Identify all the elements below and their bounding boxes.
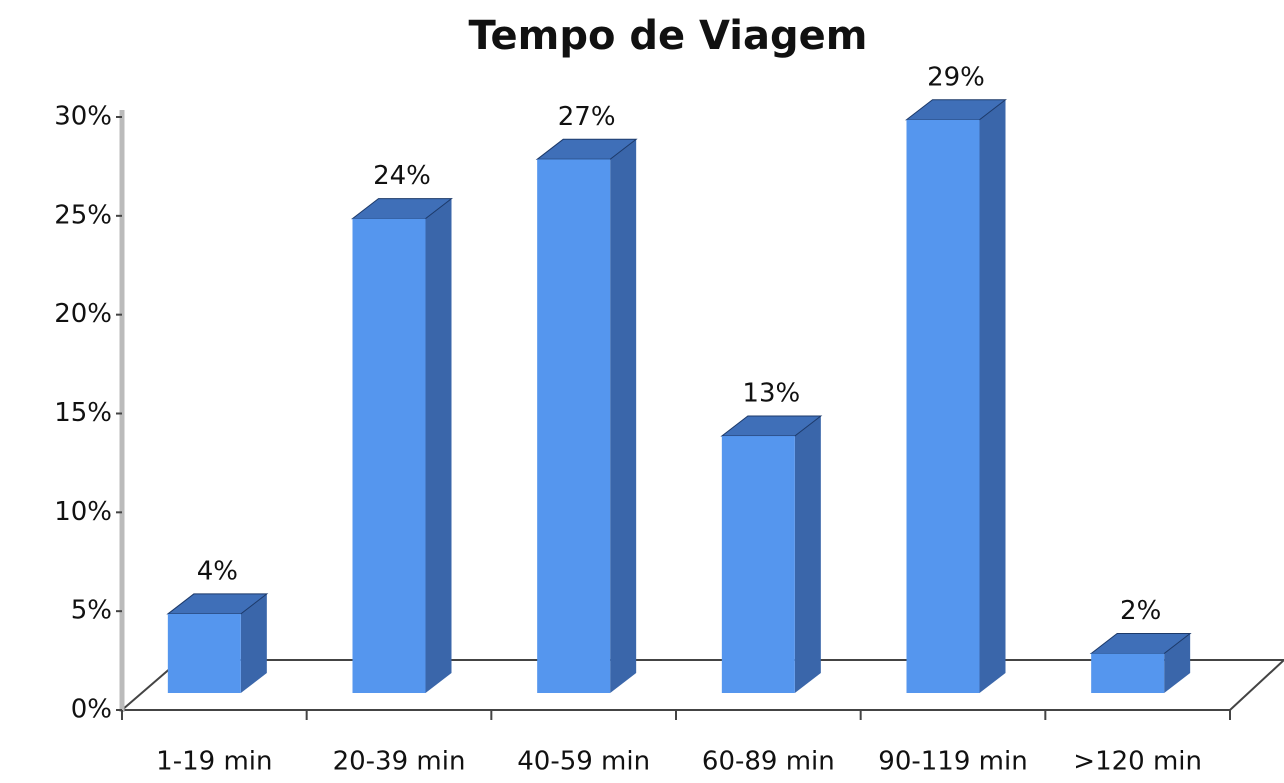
bar xyxy=(535,138,638,694)
y-tick-label: 0% xyxy=(71,695,112,725)
x-tick-label: 1-19 min xyxy=(156,747,272,777)
y-tick-label: 25% xyxy=(54,200,112,230)
y-tick-label: 20% xyxy=(54,299,112,329)
y-tick-label: 30% xyxy=(54,102,112,132)
bar-side xyxy=(794,416,821,693)
bar-side xyxy=(1164,633,1191,693)
bar xyxy=(905,99,1007,694)
bar xyxy=(720,415,823,693)
value-label: 27% xyxy=(558,102,616,132)
bar xyxy=(351,198,453,693)
bar-side xyxy=(979,99,1006,694)
chart-title: Tempo de Viagem xyxy=(469,13,868,59)
y-tick-label: 10% xyxy=(54,497,112,527)
bar-front xyxy=(1091,653,1165,693)
value-label: 24% xyxy=(373,161,431,191)
x-tick-label: 20-39 min xyxy=(333,747,466,777)
value-label: 4% xyxy=(197,556,238,586)
value-label: 13% xyxy=(742,379,800,409)
x-tick-label: 40-59 min xyxy=(517,747,650,777)
bar xyxy=(166,593,269,693)
value-label: 2% xyxy=(1120,596,1161,626)
x-tick-label: 90-119 min xyxy=(878,747,1027,777)
x-tick-label: >120 min xyxy=(1073,747,1202,777)
bar-front xyxy=(906,119,980,694)
bar-front xyxy=(721,436,795,693)
y-tick-label: 5% xyxy=(71,596,112,626)
y-tick-label: 15% xyxy=(54,398,112,428)
bar-side xyxy=(610,139,637,694)
bar-front xyxy=(352,218,426,693)
bar-front xyxy=(537,159,611,694)
bar xyxy=(1089,632,1192,693)
x-tick-label: 60-89 min xyxy=(702,747,835,777)
bar-front xyxy=(167,613,241,693)
bar-side xyxy=(425,198,452,693)
bar-side xyxy=(240,593,267,693)
value-label: 29% xyxy=(927,62,985,92)
